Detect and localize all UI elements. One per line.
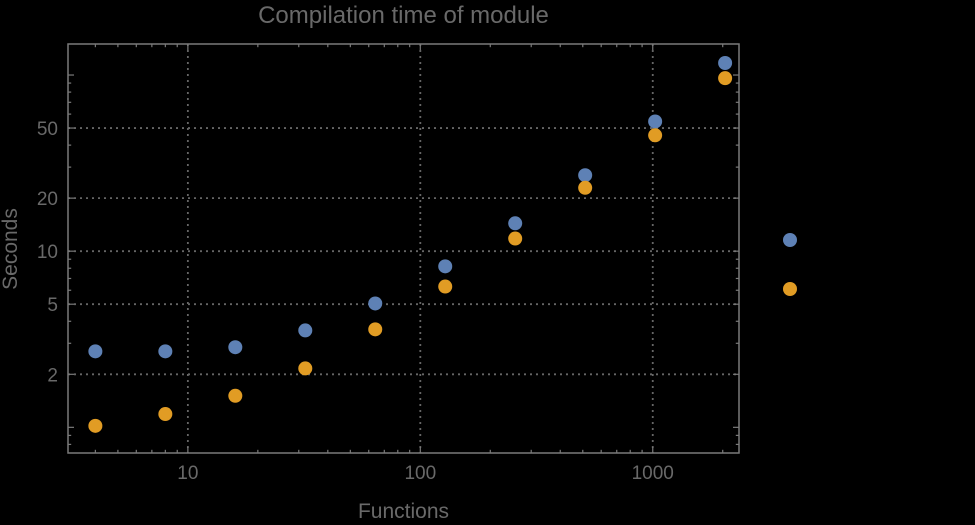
- data-point-series-1-blue: [88, 344, 103, 359]
- data-point-series-2-orange: [158, 407, 173, 422]
- data-point-series-1-blue: [578, 168, 593, 183]
- y-tick-label: 20: [37, 189, 58, 210]
- data-point-series-1-blue: [298, 323, 313, 338]
- data-point-series-1-blue: [368, 296, 383, 311]
- data-point-series-1-blue: [228, 340, 243, 355]
- legend-marker: [783, 282, 797, 296]
- data-point-series-2-orange: [88, 418, 103, 433]
- x-axis-label: Functions: [357, 500, 450, 523]
- data-point-series-1-blue: [438, 259, 453, 274]
- x-tick-label: 100: [404, 463, 436, 484]
- y-tick-label: 2: [47, 365, 58, 386]
- data-point-series-2-orange: [298, 361, 313, 376]
- data-point-series-1-blue: [648, 114, 663, 129]
- y-tick-label: 10: [37, 242, 58, 263]
- y-tick-label: 50: [37, 119, 58, 140]
- data-point-series-2-orange: [648, 128, 663, 143]
- data-point-series-1-blue: [158, 344, 173, 359]
- data-point-series-1-blue: [508, 216, 523, 231]
- chart-title: Compilation time of module: [258, 2, 549, 29]
- x-tick-label: 1000: [632, 463, 674, 484]
- data-point-series-2-orange: [578, 180, 593, 195]
- data-point-series-2-orange: [368, 322, 383, 337]
- legend-marker: [783, 233, 797, 247]
- data-point-series-2-orange: [718, 71, 733, 86]
- x-tick-label: 10: [177, 463, 198, 484]
- plot-frame: [67, 43, 740, 454]
- data-point-series-2-orange: [228, 388, 243, 403]
- y-tick-label: 5: [47, 295, 58, 316]
- data-point-series-2-orange: [508, 231, 523, 246]
- data-point-series-2-orange: [438, 279, 453, 294]
- data-point-series-1-blue: [718, 56, 733, 71]
